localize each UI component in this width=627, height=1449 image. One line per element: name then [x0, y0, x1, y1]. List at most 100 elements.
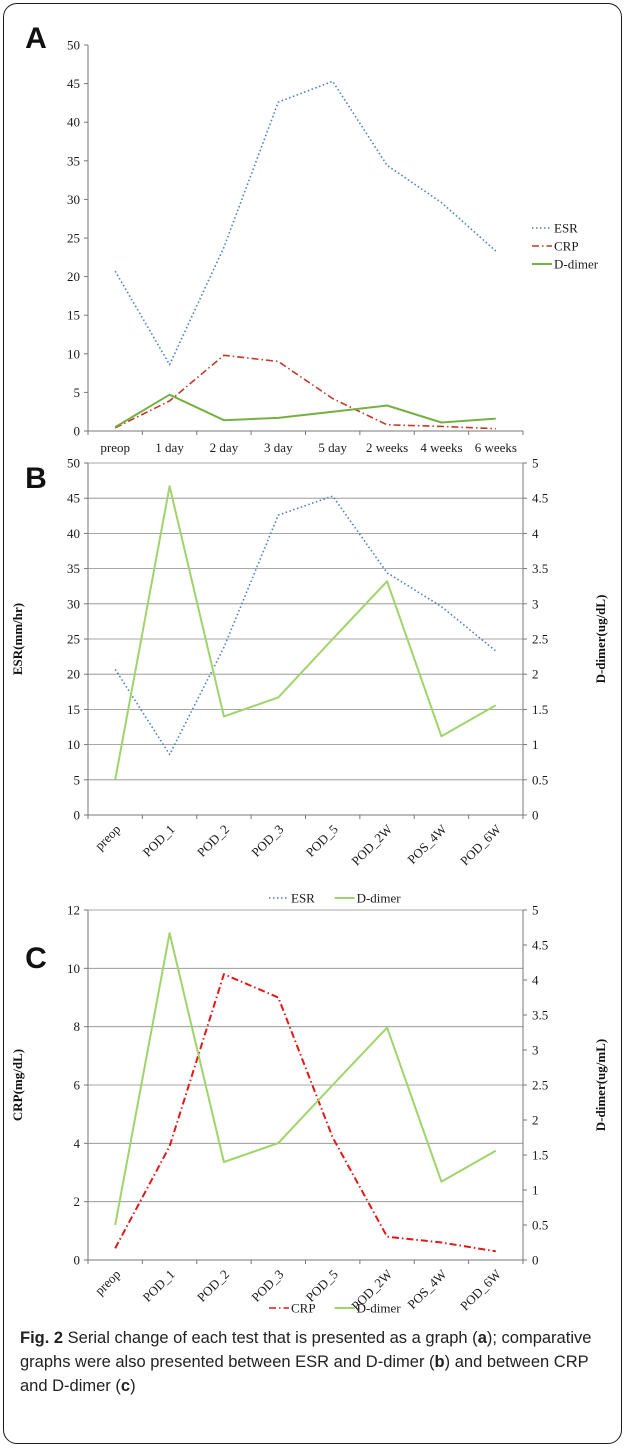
caption-text-2: ); comparative graphs were also presente…: [20, 1329, 592, 1371]
series-line-ddimer: [114, 932, 497, 1226]
x-tick-label: 3 day: [264, 440, 293, 455]
x-tick-label: POD_5: [303, 1267, 341, 1305]
legend-label: D-dimer: [357, 891, 402, 906]
y2-tick-label: 0.5: [532, 772, 548, 787]
x-tick-label: 6 weeks: [475, 440, 517, 455]
caption-text-1: Serial change of each test that is prese…: [63, 1329, 478, 1347]
x-tick-label: POD_2: [194, 1267, 232, 1305]
y-tick-label: 25: [67, 231, 80, 246]
series-line-esr: [114, 80, 497, 366]
figure-caption: Fig. 2 Serial change of each test that i…: [20, 1326, 605, 1398]
legend-label: ESR: [291, 891, 315, 906]
y2-tick-label: 4: [532, 973, 539, 988]
series-line-crp: [114, 354, 496, 430]
x-tick-label: POS_4W: [404, 821, 450, 867]
y-tick-label: 35: [67, 153, 80, 168]
caption-text-4: ): [130, 1377, 136, 1395]
y2-tick-label: 4.5: [532, 938, 548, 953]
x-tick-label: 2 day: [210, 440, 239, 455]
x-tick-label: 2 weeks: [366, 440, 408, 455]
x-tick-label: POD_6W: [457, 821, 504, 868]
y-tick-label: 40: [67, 526, 80, 541]
y-tick-label: 0: [74, 424, 81, 439]
series-line-ddimer: [114, 393, 496, 428]
series-line-crp: [114, 973, 496, 1253]
figure-frame: [3, 3, 622, 1444]
y2-tick-label: 1.5: [532, 1148, 548, 1163]
panel-letter-b: B: [25, 462, 47, 495]
caption-label: Fig. 2: [20, 1329, 64, 1347]
caption-ref-c: c: [120, 1377, 131, 1395]
y2-tick-label: 1: [532, 737, 539, 752]
x-tick-label: POD_3: [248, 1267, 286, 1305]
y2-tick-label: 0.5: [532, 1218, 548, 1233]
y-tick-label: 12: [67, 903, 80, 918]
y-axis-label: CRP(mg/dL): [10, 1049, 25, 1121]
y-tick-label: 50: [67, 456, 80, 471]
y-tick-label: 40: [67, 115, 80, 130]
y2-tick-label: 2.5: [532, 632, 548, 647]
series-line-ddimer: [114, 485, 497, 780]
y2-tick-label: 2: [532, 667, 539, 682]
y-tick-label: 0: [74, 1253, 81, 1268]
x-tick-label: 5 day: [318, 440, 347, 455]
y-tick-label: 50: [67, 38, 80, 53]
x-tick-label: preop: [92, 822, 124, 854]
caption-text-3: ) and between CRP and D-dimer (: [20, 1353, 589, 1395]
y2-tick-label: 1.5: [532, 702, 548, 717]
y2-tick-label: 3: [532, 1043, 539, 1058]
y2-tick-label: 2: [532, 1113, 539, 1128]
legend-label: D-dimer: [357, 1301, 402, 1316]
y2-tick-label: 0: [532, 1253, 539, 1268]
caption-ref-a: a: [477, 1329, 487, 1347]
chart-panel-a: A 0 5 10 15 20 25 30 35 40 45 50 preop 1 day 2 day 3 da…: [25, 22, 599, 455]
y2-tick-label: 3.5: [532, 561, 548, 576]
y-tick-label: 2: [74, 1194, 81, 1209]
x-tick-label: POD_2W: [348, 821, 395, 868]
y-tick-label: 0: [74, 808, 81, 823]
y-tick-label: 45: [67, 76, 80, 91]
y2-tick-label: 1: [532, 1183, 539, 1198]
x-tick-label: POD_1: [139, 822, 177, 860]
series-line-esr: [114, 495, 497, 756]
legend-label: CRP: [291, 1301, 316, 1316]
y2-tick-label: 5: [532, 456, 539, 471]
y2-tick-label: 0: [532, 808, 539, 823]
y-axis-label: ESR(mm/hr): [10, 603, 25, 675]
legend-label: ESR: [554, 221, 578, 236]
y-tick-label: 10: [67, 346, 80, 361]
y2-tick-label: 2.5: [532, 1078, 548, 1093]
y-tick-label: 6: [74, 1078, 81, 1093]
y2-tick-label: 5: [532, 903, 539, 918]
x-tick-label: POD_1: [139, 1267, 177, 1305]
panel-letter-c: C: [25, 942, 47, 975]
y-tick-label: 35: [67, 561, 80, 576]
x-tick-label: 4 weeks: [420, 440, 462, 455]
y-tick-label: 30: [67, 192, 80, 207]
x-tick-label: preop: [92, 1267, 124, 1299]
chart-panel-c: C 0 2 4 6 8 10 12 0 0.5 1 1.5 2 2.5 3 3.5 4 4.5 5 preop POD_…: [10, 903, 608, 1316]
y-tick-label: 25: [67, 632, 80, 647]
y2-tick-label: 4: [532, 526, 539, 541]
x-tick-label: 1 day: [155, 440, 184, 455]
y2-axis-label: D-dimer(ug/mL): [593, 1039, 608, 1131]
caption-ref-b: b: [434, 1353, 445, 1371]
y2-axis-label: D-dimer(ug/dL): [593, 595, 608, 684]
y-tick-label: 15: [67, 308, 80, 323]
y-tick-label: 20: [67, 269, 80, 284]
y-tick-label: 45: [67, 491, 80, 506]
y2-tick-label: 4.5: [532, 491, 548, 506]
y2-tick-label: 3.5: [532, 1008, 548, 1023]
y-tick-label: 5: [74, 385, 81, 400]
y2-tick-label: 3: [532, 596, 539, 611]
y-tick-label: 8: [74, 1019, 81, 1034]
x-tick-label: POD_3: [248, 822, 286, 860]
x-tick-label: POD_5: [303, 822, 341, 860]
x-tick-label: POS_4W: [404, 1266, 450, 1312]
x-tick-label: POD_2: [194, 822, 232, 860]
y-tick-label: 10: [67, 961, 80, 976]
y-tick-label: 10: [67, 737, 80, 752]
y-tick-label: 20: [67, 667, 80, 682]
y-tick-label: 15: [67, 702, 80, 717]
x-tick-label: preop: [100, 440, 130, 455]
